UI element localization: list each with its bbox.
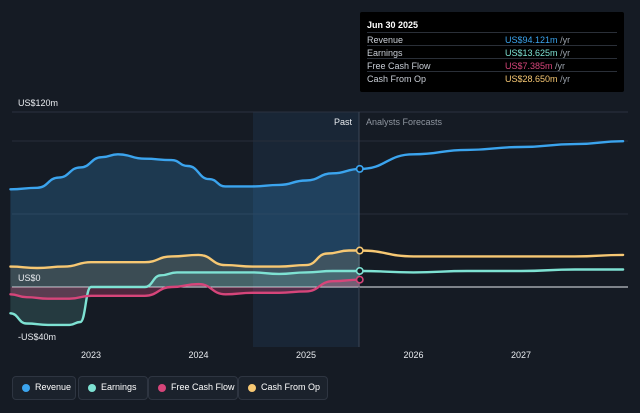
fcf-area bbox=[10, 279, 360, 299]
tooltip-unit: /yr bbox=[560, 48, 571, 58]
earnings-marker bbox=[355, 266, 364, 275]
y-label-zero: US$0 bbox=[18, 273, 41, 283]
fcf-line bbox=[9, 278, 361, 300]
x-tick-label: 2023 bbox=[81, 350, 101, 360]
tooltip-row-fcf: Free Cash Flow US$7.385m /yr bbox=[367, 58, 617, 72]
tooltip-value: US$13.625m /yr bbox=[505, 48, 570, 58]
cashop-dot-icon bbox=[248, 384, 256, 392]
tooltip: Jun 30 2025 Revenue US$94.121m /yr Earni… bbox=[360, 12, 624, 92]
legend-label: Earnings bbox=[101, 382, 137, 392]
tooltip-label: Cash From Op bbox=[367, 74, 427, 84]
cashop-line bbox=[9, 249, 625, 270]
x-tick-label: 2025 bbox=[296, 350, 316, 360]
earnings-dot-icon bbox=[88, 384, 96, 392]
revenue-area bbox=[10, 154, 360, 287]
tooltip-row-earnings: Earnings US$13.625m /yr bbox=[367, 45, 617, 59]
legend-label: Cash From Op bbox=[261, 382, 321, 392]
forecast-label: Analysts Forecasts bbox=[366, 117, 443, 127]
tooltip-unit: /yr bbox=[560, 35, 571, 45]
tooltip-unit: /yr bbox=[555, 61, 566, 71]
fcf-marker bbox=[355, 275, 364, 284]
tooltip-value: US$7.385m /yr bbox=[505, 61, 565, 71]
legend-item-earnings[interactable]: Earnings bbox=[78, 376, 148, 400]
legend-item-free-cash-flow[interactable]: Free Cash Flow bbox=[148, 376, 238, 400]
revenue-line bbox=[9, 140, 625, 191]
revenue-dot-icon bbox=[22, 384, 30, 392]
tooltip-row-revenue: Revenue US$94.121m /yr bbox=[367, 32, 617, 46]
earnings-area bbox=[10, 271, 360, 325]
cashop-area bbox=[10, 250, 360, 287]
tooltip-value: US$28.650m /yr bbox=[505, 74, 570, 84]
earnings-line bbox=[9, 268, 625, 327]
legend-item-revenue[interactable]: Revenue bbox=[12, 376, 76, 400]
tooltip-value-text: US$28.650m bbox=[505, 74, 558, 84]
cashop-marker bbox=[355, 246, 364, 255]
past-shade bbox=[253, 112, 359, 347]
tooltip-value-text: US$7.385m bbox=[505, 61, 553, 71]
x-tick-label: 2027 bbox=[511, 350, 531, 360]
legend-item-cash-from-op[interactable]: Cash From Op bbox=[238, 376, 328, 400]
y-label-top: US$120m bbox=[18, 98, 58, 108]
revenue-marker bbox=[355, 164, 364, 173]
tooltip-date: Jun 30 2025 bbox=[367, 20, 419, 30]
tooltip-label: Free Cash Flow bbox=[367, 61, 431, 71]
tooltip-unit: /yr bbox=[560, 74, 571, 84]
tooltip-label: Revenue bbox=[367, 35, 404, 45]
legend-label: Free Cash Flow bbox=[171, 382, 235, 392]
tooltip-value: US$94.121m /yr bbox=[505, 35, 570, 45]
fcf-dot-icon bbox=[158, 384, 166, 392]
legend-label: Revenue bbox=[35, 382, 72, 392]
y-label-bottom: -US$40m bbox=[18, 332, 56, 342]
x-tick-label: 2026 bbox=[403, 350, 423, 360]
tooltip-value-text: US$94.121m bbox=[505, 35, 558, 45]
x-tick-label: 2024 bbox=[188, 350, 208, 360]
tooltip-label: Earnings bbox=[367, 48, 403, 58]
tooltip-value-text: US$13.625m bbox=[505, 48, 558, 58]
past-label: Past bbox=[334, 117, 353, 127]
tooltip-row-cashop: Cash From Op US$28.650m /yr bbox=[367, 71, 617, 85]
